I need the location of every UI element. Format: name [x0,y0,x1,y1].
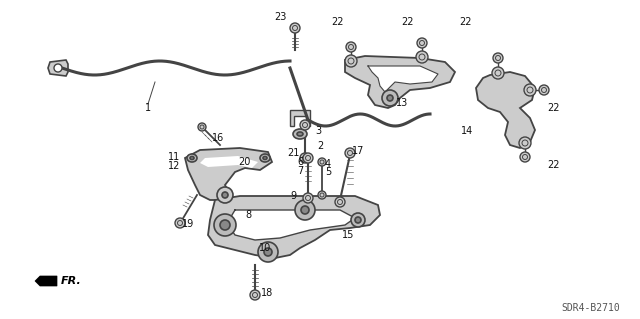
Text: 13: 13 [396,98,408,108]
Circle shape [290,23,300,33]
Ellipse shape [190,157,194,160]
Polygon shape [368,66,438,92]
Circle shape [217,187,233,203]
Circle shape [355,217,361,223]
Text: 5: 5 [325,167,331,177]
Polygon shape [48,60,68,76]
Circle shape [295,200,315,220]
Circle shape [222,192,228,198]
Text: 21: 21 [287,148,299,158]
Polygon shape [208,196,380,258]
Polygon shape [35,276,57,286]
Text: 8: 8 [245,210,251,220]
Ellipse shape [263,157,267,160]
Circle shape [539,85,549,95]
Circle shape [54,64,62,72]
Text: 3: 3 [315,126,321,136]
Circle shape [258,242,278,262]
Text: 9: 9 [290,191,296,201]
Circle shape [351,213,365,227]
Circle shape [303,153,313,163]
Text: 20: 20 [238,157,250,167]
Circle shape [492,67,504,79]
Text: 23: 23 [274,12,286,22]
Text: 17: 17 [352,146,364,156]
Ellipse shape [293,129,307,139]
Text: 22: 22 [331,17,343,27]
Circle shape [524,84,536,96]
Text: 2: 2 [317,141,323,151]
Text: 22: 22 [402,17,414,27]
Text: 7: 7 [297,166,303,176]
Text: 16: 16 [212,133,224,143]
Circle shape [303,193,313,203]
Circle shape [416,51,428,63]
Circle shape [345,148,355,158]
Circle shape [335,197,345,207]
Ellipse shape [260,154,270,162]
Circle shape [318,158,326,166]
Circle shape [220,220,230,230]
Text: 19: 19 [182,219,194,229]
Text: 6: 6 [297,157,303,167]
Polygon shape [290,110,310,126]
Circle shape [346,42,356,52]
Text: SDR4-B2710: SDR4-B2710 [561,303,620,313]
Circle shape [519,137,531,149]
Circle shape [387,95,393,101]
Polygon shape [185,148,272,200]
Circle shape [264,248,272,256]
Circle shape [345,55,357,67]
Circle shape [300,120,310,130]
Circle shape [318,191,326,199]
Circle shape [382,90,398,106]
Text: 10: 10 [259,243,271,253]
Text: 18: 18 [261,288,273,298]
Text: 4: 4 [325,159,331,169]
Circle shape [417,38,427,48]
Ellipse shape [297,132,303,136]
Text: 22: 22 [547,103,559,113]
Polygon shape [200,156,258,168]
Circle shape [300,153,310,163]
Text: 22: 22 [460,17,472,27]
Polygon shape [345,56,455,108]
Circle shape [214,214,236,236]
Text: 11: 11 [168,152,180,162]
Polygon shape [476,72,535,148]
Circle shape [250,290,260,300]
Text: 12: 12 [168,161,180,171]
Ellipse shape [187,154,197,162]
Circle shape [198,123,206,131]
Circle shape [520,152,530,162]
Text: FR.: FR. [61,276,82,286]
Polygon shape [228,210,355,240]
Text: 1: 1 [145,103,151,113]
Text: 14: 14 [461,126,473,136]
Circle shape [301,206,309,214]
Circle shape [493,53,503,63]
Text: 22: 22 [547,160,559,170]
Text: 15: 15 [342,230,354,240]
Circle shape [175,218,185,228]
